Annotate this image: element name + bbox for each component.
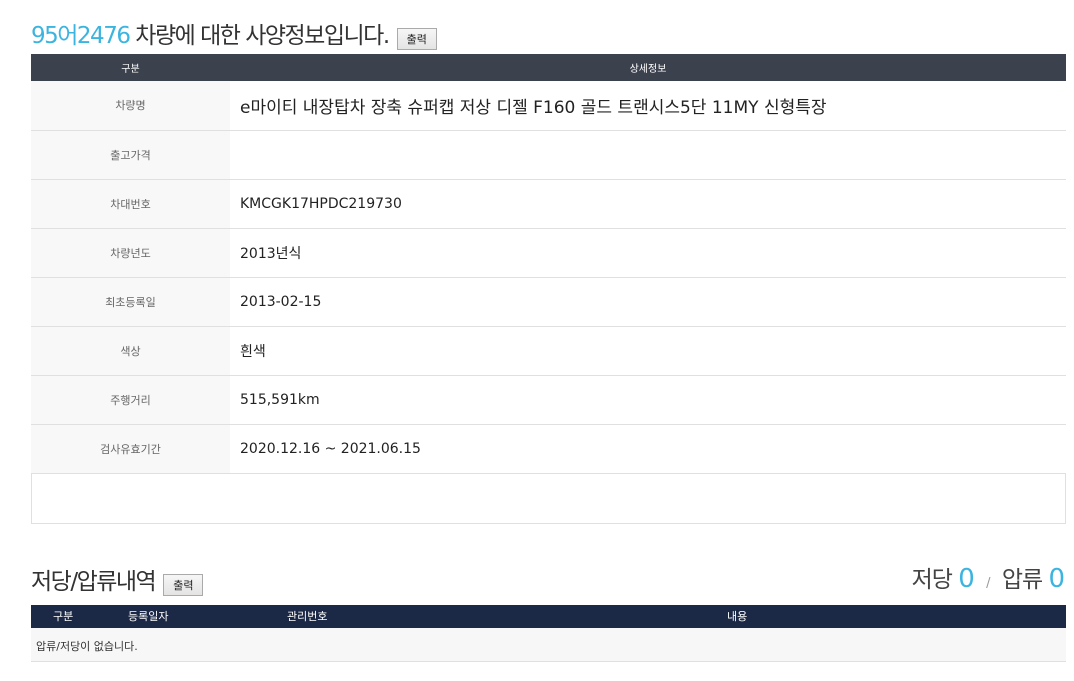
lien-table-header: 구분 등록일자 관리번호 내용 bbox=[31, 605, 1066, 628]
row-value: 515,591km bbox=[230, 375, 1066, 425]
table-row: 색상 흰색 bbox=[31, 326, 1066, 376]
mortgage-label: 저당 bbox=[911, 567, 953, 593]
table-row: 차량명 e마이티 내장탑차 장축 슈퍼캡 저상 디젤 F160 골드 트랜시스5단… bbox=[31, 81, 1066, 131]
row-label: 검사유효기간 bbox=[31, 424, 230, 474]
table-row: 최초등록일 2013-02-15 bbox=[31, 277, 1066, 327]
row-label: 차대번호 bbox=[31, 179, 230, 229]
mortgage-count: 0 bbox=[958, 564, 975, 594]
lien-title: 저당/압류내역 출력 bbox=[31, 562, 204, 596]
row-value: 흰색 bbox=[230, 326, 1066, 376]
table-row: 주행거리 515,591km bbox=[31, 375, 1066, 425]
lien-print-button[interactable]: 출력 bbox=[163, 574, 204, 596]
row-label: 차량년도 bbox=[31, 228, 230, 278]
row-label: 주행거리 bbox=[31, 375, 230, 425]
row-label: 차량명 bbox=[31, 81, 230, 131]
row-value: e마이티 내장탑차 장축 슈퍼캡 저상 디젤 F160 골드 트랜시스5단 11… bbox=[230, 81, 1066, 131]
seizure-count: 0 bbox=[1048, 564, 1065, 594]
column-header: 내용 bbox=[727, 610, 748, 623]
table-row: 차량년도 2013년식 bbox=[31, 228, 1066, 278]
table-row: 검사유효기간 2020.12.16 ~ 2021.06.15 bbox=[31, 424, 1066, 474]
row-value: 2013년식 bbox=[230, 228, 1066, 278]
row-label: 최초등록일 bbox=[31, 277, 230, 327]
empty-message: 압류/저당이 없습니다. bbox=[31, 628, 1066, 662]
row-value: 2020.12.16 ~ 2021.06.15 bbox=[230, 424, 1066, 474]
page-title: 95어2476 차량에 대한 사양정보입니다. 출력 bbox=[31, 16, 437, 50]
row-label: 출고가격 bbox=[31, 130, 230, 180]
row-value: KMCGK17HPDC219730 bbox=[230, 179, 1066, 229]
column-header: 구분 bbox=[31, 54, 230, 81]
spec-table: 구분 상세정보 차량명 e마이티 내장탑차 장축 슈퍼캡 저상 디젤 F160 골… bbox=[31, 54, 1066, 474]
column-header: 상세정보 bbox=[230, 54, 1066, 81]
plate-number: 95어2476 bbox=[31, 23, 131, 49]
seizure-label: 압류 bbox=[1001, 567, 1043, 593]
column-header: 등록일자 bbox=[128, 610, 169, 623]
row-value bbox=[230, 130, 1066, 180]
separator: / bbox=[986, 576, 991, 591]
lien-counts: 저당 0 / 압류 0 bbox=[911, 560, 1065, 594]
spec-table-footer bbox=[31, 474, 1066, 524]
column-header: 구분 bbox=[53, 610, 74, 623]
print-button[interactable]: 출력 bbox=[396, 28, 437, 50]
column-header: 관리번호 bbox=[287, 610, 328, 623]
title-text: 차량에 대한 사양정보입니다. bbox=[129, 23, 390, 49]
row-label: 색상 bbox=[31, 326, 230, 376]
row-value: 2013-02-15 bbox=[230, 277, 1066, 327]
lien-title-text: 저당/압류내역 bbox=[31, 569, 157, 595]
table-row: 차대번호 KMCGK17HPDC219730 bbox=[31, 179, 1066, 229]
table-row: 출고가격 bbox=[31, 130, 1066, 180]
